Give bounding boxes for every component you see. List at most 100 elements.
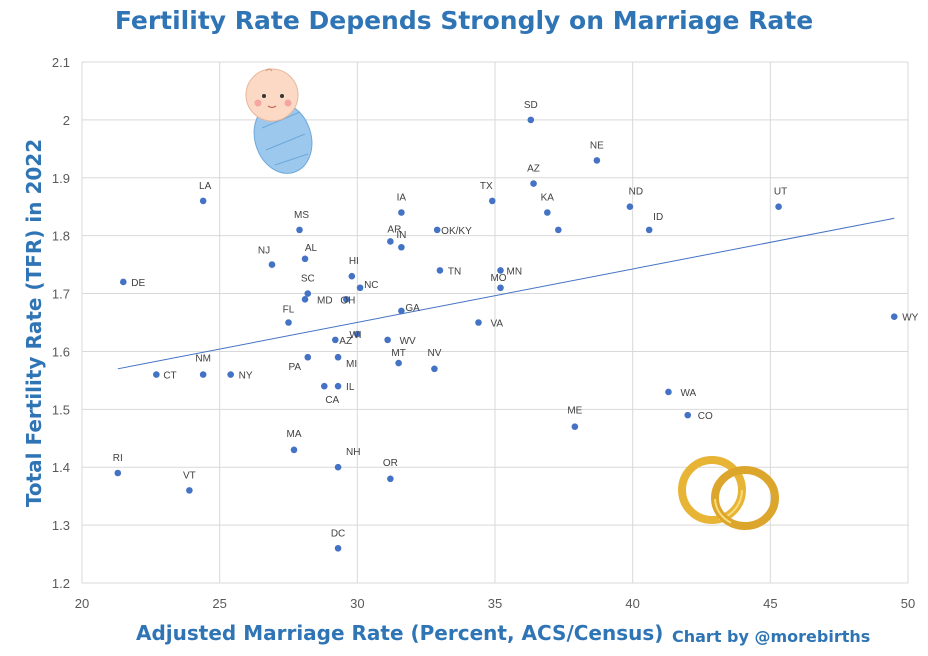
data-point <box>268 261 276 268</box>
wedding-rings-illustration <box>678 456 779 530</box>
data-point <box>544 209 551 216</box>
data-point <box>530 180 537 187</box>
data-point <box>555 226 562 234</box>
point-label: CO <box>698 411 713 422</box>
ring-right <box>711 466 779 530</box>
point-label: UT <box>774 187 787 198</box>
data-point <box>387 475 394 483</box>
data-point <box>497 267 504 274</box>
x-tick-label: 20 <box>75 596 89 611</box>
point-label: MS <box>294 210 309 221</box>
point-label: VA <box>490 319 503 330</box>
baby-hair <box>265 68 273 72</box>
data-point <box>114 469 122 477</box>
data-point <box>304 353 312 361</box>
point-label: MD <box>317 295 333 306</box>
data-point <box>398 307 405 315</box>
point-label: WA <box>680 388 696 399</box>
point-label: AL <box>305 243 318 254</box>
point-label: ID <box>653 212 663 223</box>
data-point <box>395 359 402 367</box>
baby-eye-right <box>280 94 284 98</box>
data-point <box>153 371 160 378</box>
point-label: ME <box>567 406 582 417</box>
y-tick-label: 1.4 <box>52 460 70 475</box>
point-label: MA <box>287 429 302 440</box>
point-label: FL <box>283 305 295 316</box>
y-axis-label: Total Fertility Rate (TFR) in 2022 <box>22 138 46 508</box>
x-tick-label: 45 <box>763 596 777 611</box>
data-point <box>343 296 350 303</box>
data-point <box>645 226 653 234</box>
data-point <box>199 371 207 378</box>
data-point <box>348 272 356 280</box>
data-point <box>186 487 193 494</box>
y-tick-label: 1.7 <box>52 287 70 302</box>
data-point <box>334 353 342 361</box>
x-tick-label: 25 <box>212 596 226 611</box>
x-axis-label: Adjusted Marriage Rate (Percent, ACS/Cen… <box>136 621 664 645</box>
point-label: RI <box>113 453 123 464</box>
y-tick-label: 1.8 <box>52 229 70 244</box>
data-point <box>398 243 405 251</box>
data-point <box>684 411 692 419</box>
ring-left-shine <box>681 459 743 521</box>
data-point <box>290 446 298 454</box>
trend-line <box>117 217 895 370</box>
point-label: VT <box>183 470 196 481</box>
y-tick-label: 1.6 <box>52 344 70 359</box>
data-point <box>296 226 303 234</box>
point-label: MI <box>346 359 357 370</box>
data-point <box>775 203 782 211</box>
data-point <box>301 296 309 303</box>
point-label: SC <box>301 274 315 285</box>
y-tick-label: 1.2 <box>52 576 70 591</box>
point-label: OK/KY <box>441 226 472 237</box>
point-label: NM <box>195 354 211 365</box>
point-label: NV <box>427 348 441 359</box>
data-point <box>334 544 342 552</box>
point-label: NY <box>239 371 253 382</box>
gridlines <box>81 61 909 584</box>
point-label: IL <box>346 382 355 393</box>
baby-face <box>245 68 299 122</box>
point-label: CT <box>163 371 176 382</box>
chart-credit: Chart by @morebirths <box>672 627 871 646</box>
data-point <box>431 365 438 373</box>
data-point <box>593 157 601 164</box>
data-point <box>199 197 207 205</box>
data-point <box>626 203 634 211</box>
point-label: MT <box>391 348 405 359</box>
data-point <box>356 284 364 292</box>
chart-title: Fertility Rate Depends Strongly on Marri… <box>114 6 814 35</box>
point-label: HI <box>349 256 359 267</box>
point-label: OR <box>383 458 398 469</box>
data-point <box>332 336 339 344</box>
point-label: IN <box>396 230 406 241</box>
point-label: SD <box>524 100 538 111</box>
point-label: WI <box>349 330 361 341</box>
point-label: DE <box>131 278 145 289</box>
point-label: KA <box>541 193 555 204</box>
data-point <box>475 319 482 326</box>
data-point <box>334 382 342 390</box>
point-label: MN <box>507 266 523 277</box>
data-point <box>384 336 391 344</box>
baby-cheek-left <box>254 99 262 107</box>
data-point <box>120 278 127 286</box>
data-point <box>301 255 309 263</box>
data-point <box>334 463 342 471</box>
data-point <box>285 319 292 326</box>
data-point <box>320 382 328 390</box>
data-point <box>304 290 312 297</box>
point-label: PA <box>288 362 301 373</box>
point-label: AZ <box>527 164 540 175</box>
y-tick-label: 1.9 <box>52 171 70 186</box>
point-label: TN <box>448 266 461 277</box>
data-point <box>527 116 535 124</box>
y-tick-label: 2.1 <box>52 55 70 70</box>
baby-cheek-right <box>284 99 292 107</box>
data-point <box>497 284 504 292</box>
point-label: CA <box>325 395 339 406</box>
